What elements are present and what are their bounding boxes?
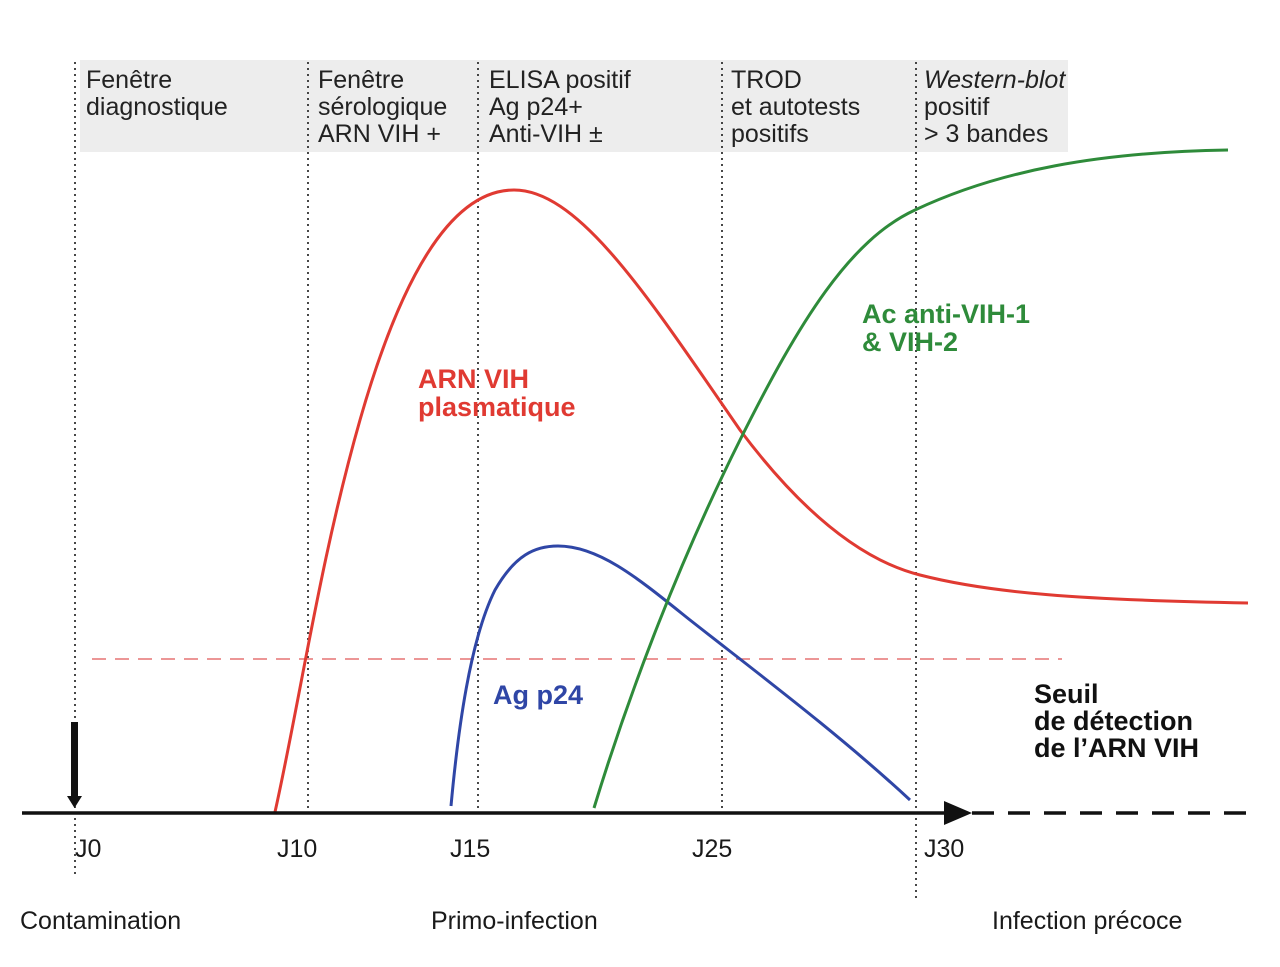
tick-j25: J25 xyxy=(692,835,732,863)
threshold-label-line: Seuil xyxy=(1034,679,1099,709)
svg-text:Ag p24: Ag p24 xyxy=(493,680,583,710)
arn-vih-label-line: plasmatique xyxy=(418,392,576,422)
phase-labels: Contamination Primo-infection Infection … xyxy=(20,907,1182,935)
phase-primo-infection: Primo-infection xyxy=(431,907,598,935)
svg-text:Ac anti-VIH-1: Ac anti-VIH-1 xyxy=(862,299,1030,329)
svg-text:> 3 bandes: > 3 bandes xyxy=(924,120,1048,148)
windows-header-band xyxy=(80,60,1068,152)
svg-text:ELISA positif: ELISA positif xyxy=(489,66,631,94)
svg-text:J25: J25 xyxy=(692,835,732,863)
tick-j0: J0 xyxy=(75,835,101,863)
svg-text:Infection précoce: Infection précoce xyxy=(992,907,1182,935)
svg-text:plasmatique: plasmatique xyxy=(418,392,576,422)
window-line: Fenêtre xyxy=(86,66,172,94)
svg-text:Contamination: Contamination xyxy=(20,907,181,935)
svg-text:J30: J30 xyxy=(924,835,964,863)
window-separators xyxy=(74,62,917,898)
svg-text:diagnostique: diagnostique xyxy=(86,93,228,121)
arn-vih-label-line: ARN VIH xyxy=(418,364,529,394)
svg-text:de l’ARN VIH: de l’ARN VIH xyxy=(1034,733,1199,763)
phase-infection-precoce: Infection précoce xyxy=(992,907,1182,935)
svg-text:TROD: TROD xyxy=(731,66,802,94)
window-line-bandes: > 3 bandes xyxy=(924,120,1048,148)
svg-text:J15: J15 xyxy=(450,835,490,863)
window-line: positif xyxy=(924,93,989,121)
axis-ticks: J0 J10 J15 J25 J30 xyxy=(75,835,964,863)
ac-anti-vih-label-line: Ac anti-VIH-1 xyxy=(862,299,1030,329)
ag-p24-label: Ag p24 xyxy=(493,680,583,710)
window-line-western: Western-blot xyxy=(924,66,1066,94)
window-diagnostic: Fenêtre diagnostique xyxy=(86,66,228,121)
svg-text:Seuil: Seuil xyxy=(1034,679,1099,709)
svg-text:Ag p24+: Ag p24+ xyxy=(489,93,583,121)
tick-j15: J15 xyxy=(450,835,490,863)
phase-contamination: Contamination xyxy=(20,907,181,935)
window-serologic: Fenêtre sérologique ARN VIH + xyxy=(318,66,447,148)
threshold-label: Seuil de détection de l’ARN VIH xyxy=(1034,679,1199,763)
window-line: positifs xyxy=(731,120,809,148)
window-line-p24: Ag p24+ xyxy=(489,93,583,121)
svg-text:J10: J10 xyxy=(277,835,317,863)
threshold-label-line: de l’ARN VIH xyxy=(1034,733,1199,763)
ac-anti-vih-curve xyxy=(592,148,1229,809)
svg-text:positif: positif xyxy=(924,93,989,121)
svg-text:Western-blot: Western-blot xyxy=(924,66,1066,94)
tick-j10: J10 xyxy=(277,835,317,863)
window-line: diagnostique xyxy=(86,93,228,121)
svg-text:Fenêtre: Fenêtre xyxy=(86,66,172,94)
window-line: et autotests xyxy=(731,93,860,121)
window-line: sérologique xyxy=(318,93,447,121)
window-line: ELISA positif xyxy=(489,66,631,94)
contamination-arrow xyxy=(67,722,82,808)
window-trod: TROD et autotests positifs xyxy=(731,66,860,148)
arn-vih-label: ARN VIH plasmatique xyxy=(418,364,576,422)
svg-text:positifs: positifs xyxy=(731,120,809,148)
window-line-arn: ARN VIH + xyxy=(318,120,441,148)
svg-text:Fenêtre: Fenêtre xyxy=(318,66,404,94)
threshold-label-line: de détection xyxy=(1034,706,1193,736)
svg-text:J0: J0 xyxy=(75,835,101,863)
ag-p24-curve xyxy=(449,544,912,807)
svg-text:sérologique: sérologique xyxy=(318,93,447,121)
svg-text:de détection: de détection xyxy=(1034,706,1193,736)
arn-vih-curve xyxy=(273,188,1249,813)
svg-text:ARN VIH: ARN VIH xyxy=(418,364,529,394)
window-line: Fenêtre xyxy=(318,66,404,94)
window-line: TROD xyxy=(731,66,802,94)
time-axis-arrowhead xyxy=(944,801,972,825)
window-line-antivih: Anti-VIH ± xyxy=(489,120,603,148)
ac-anti-vih-label: Ac anti-VIH-1 & VIH-2 xyxy=(862,299,1030,357)
svg-text:et autotests: et autotests xyxy=(731,93,860,121)
svg-text:Primo-infection: Primo-infection xyxy=(431,907,598,935)
ag-p24-label-line: Ag p24 xyxy=(493,680,583,710)
svg-text:ARN VIH +: ARN VIH + xyxy=(318,120,441,148)
tick-j30: J30 xyxy=(924,835,964,863)
window-western-blot: Western-blot positif > 3 bandes xyxy=(924,66,1066,148)
svg-text:& VIH-2: & VIH-2 xyxy=(862,327,958,357)
ac-anti-vih-label-line: & VIH-2 xyxy=(862,327,958,357)
svg-text:Anti-VIH ±: Anti-VIH ± xyxy=(489,120,603,148)
window-elisa: ELISA positif Ag p24+ Anti-VIH ± xyxy=(489,66,631,148)
